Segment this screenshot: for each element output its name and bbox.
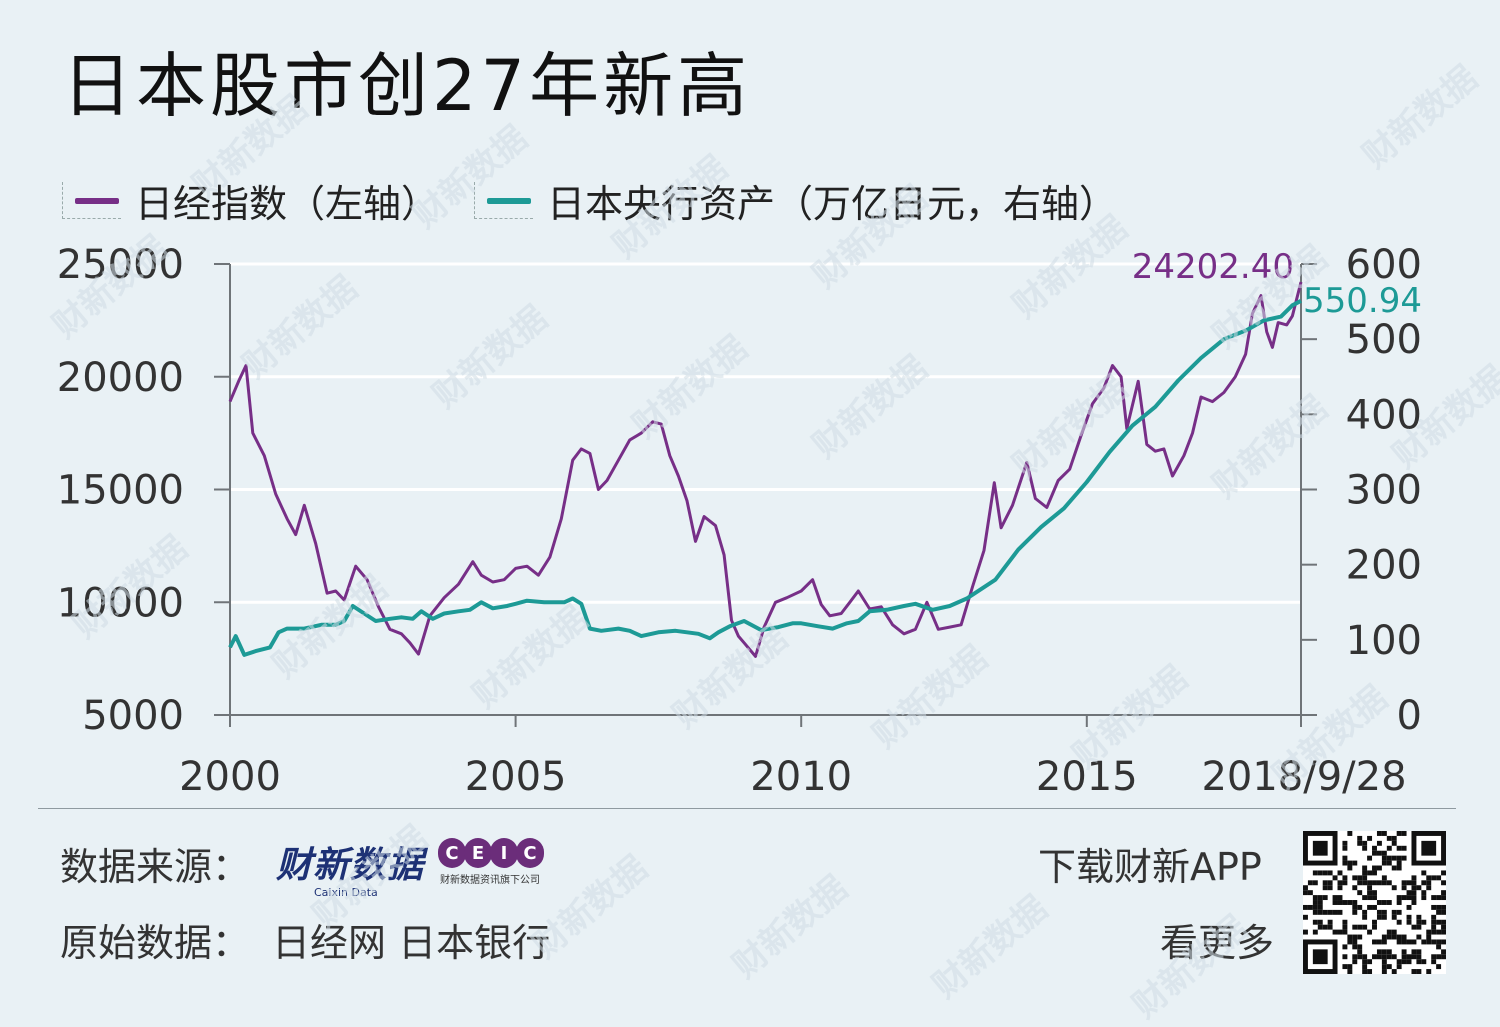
left-axis-tick-label: 20000 bbox=[57, 355, 184, 401]
x-axis-tick-label: 2018/9/28 bbox=[1201, 754, 1406, 800]
right-axis-tick-label: 0 bbox=[1397, 693, 1422, 739]
chart-plot: 2500020000150001000050006005004003002001… bbox=[57, 242, 1422, 800]
boj-series-line bbox=[228, 299, 1302, 657]
right-axis-tick-label: 500 bbox=[1346, 317, 1422, 363]
original-data-label: 原始数据： bbox=[60, 921, 251, 965]
legend-swatch-boj bbox=[487, 197, 531, 204]
caixin-data-logo: 财新数据 Caixin Data bbox=[276, 845, 425, 899]
qr-code-icon[interactable] bbox=[1303, 831, 1446, 974]
right-axis-tick-label: 600 bbox=[1346, 242, 1422, 288]
left-axis-tick-label: 5000 bbox=[82, 693, 184, 739]
boj-last-value-label: 550.94 bbox=[1303, 281, 1422, 321]
legend-item-boj: 日本央行资产（万亿日元，右轴） bbox=[474, 175, 1118, 226]
left-axis-tick-label: 25000 bbox=[57, 242, 184, 288]
x-axis-tick-label: 2015 bbox=[1036, 754, 1138, 800]
right-axis-tick-label: 100 bbox=[1346, 618, 1422, 664]
source-label: 数据来源： bbox=[60, 845, 251, 889]
watermark-text: 财新数据 bbox=[925, 888, 1056, 1007]
nikkei-last-value-label: 24202.40 bbox=[1132, 247, 1294, 287]
right-axis-tick-label: 400 bbox=[1346, 392, 1422, 438]
legend-swatch-nikkei bbox=[75, 197, 119, 204]
chart-title: 日本股市创27年新高 bbox=[62, 45, 752, 127]
footer-divider bbox=[38, 808, 1456, 809]
x-axis-tick-label: 2000 bbox=[179, 754, 281, 800]
x-axis-tick-label: 2005 bbox=[465, 754, 567, 800]
right-axis-tick-label: 200 bbox=[1346, 543, 1422, 589]
right-axis-tick-label: 300 bbox=[1346, 468, 1422, 514]
download-app-text: 下载财新APP bbox=[1038, 845, 1262, 889]
x-axis-tick-label: 2010 bbox=[750, 754, 852, 800]
ceic-logo: C E I C 财新数据资讯旗下公司 bbox=[438, 838, 544, 886]
legend-label-boj: 日本央行资产（万亿日元，右轴） bbox=[547, 181, 1118, 226]
left-axis-tick-label: 15000 bbox=[57, 468, 184, 514]
original-data-sources: 日经网 日本银行 bbox=[272, 921, 551, 965]
nikkei-series-line bbox=[228, 281, 1303, 658]
see-more-text: 看更多 bbox=[1160, 921, 1275, 965]
legend-label-nikkei: 日经指数（左轴） bbox=[135, 181, 440, 226]
left-axis-tick-label: 10000 bbox=[57, 580, 184, 626]
watermark-text: 财新数据 bbox=[725, 868, 856, 987]
legend-item-nikkei: 日经指数（左轴） bbox=[62, 175, 440, 226]
